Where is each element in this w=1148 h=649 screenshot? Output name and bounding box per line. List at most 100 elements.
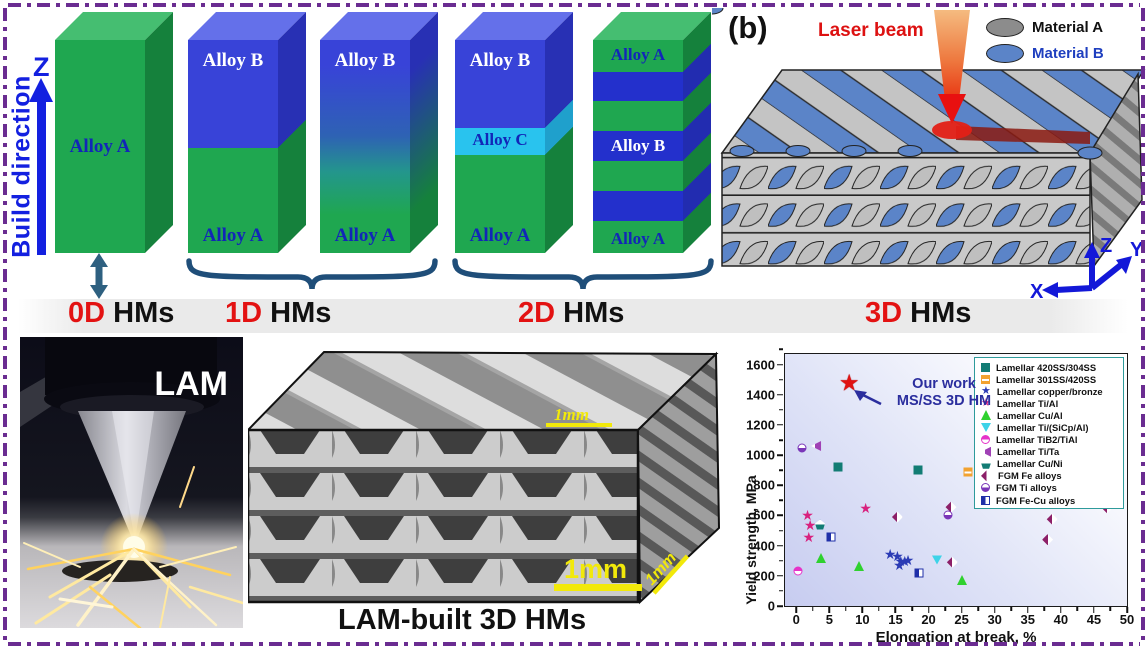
y-minor-tick xyxy=(779,590,783,592)
alloy-b-label: Alloy B xyxy=(610,136,666,155)
brace-1d-icon xyxy=(186,258,438,290)
y-minor-tick xyxy=(779,409,783,411)
lam-label: LAM xyxy=(154,365,228,403)
dim-label-1d: 1D HMs xyxy=(225,297,331,330)
dimension-band xyxy=(18,299,1128,333)
segment-alloy-b: Alloy B xyxy=(188,40,278,148)
x-minor-tick xyxy=(944,607,946,611)
segment-alloy-b: Alloy B xyxy=(455,40,545,128)
box-2d-multilayer-front-face: Alloy A Alloy B Alloy A xyxy=(593,40,683,253)
segment-alloy-a: Alloy A xyxy=(188,148,278,253)
dim-2d-text: HMs xyxy=(555,297,625,329)
x-tick xyxy=(927,607,930,613)
legend-item: Lamellar Ti/(SiCp/Al) xyxy=(981,421,1119,433)
data-point: ★ xyxy=(859,499,872,516)
x-tick xyxy=(1027,607,1029,613)
box-2d-trilayer-front-face: Alloy B Alloy C Alloy A xyxy=(455,40,545,253)
x-axis-title: Elongation at break, % xyxy=(875,629,1037,646)
y-minor-tick xyxy=(779,348,783,351)
segment-alloy-c: Alloy C xyxy=(455,128,545,155)
x-minor-tick xyxy=(911,607,913,611)
data-point xyxy=(945,501,957,513)
box-1d-gradient: Alloy B Alloy A xyxy=(320,12,438,253)
box-0d: Alloy A xyxy=(55,12,173,253)
data-point xyxy=(816,552,827,563)
alloy-a-label: Alloy A xyxy=(334,225,396,246)
data-point xyxy=(793,566,803,576)
y-tick-label: 0 xyxy=(767,598,775,614)
legend-item: Lamellar 301SS/420SS xyxy=(981,373,1119,385)
dim-0d-num: 0D xyxy=(68,297,106,329)
box-1d-gradient-front-face: Alloy B Alloy A xyxy=(320,40,410,253)
legend-marker-icon xyxy=(981,483,990,493)
x-tick-label: 15 xyxy=(888,612,903,627)
alloy-a-label: Alloy A xyxy=(610,45,666,64)
dim-3d-text: HMs xyxy=(902,297,972,329)
legend-item: Lamellar Cu/Al xyxy=(981,409,1119,421)
panel-b-block-drawing xyxy=(712,8,1146,269)
x-tick-label: 20 xyxy=(921,612,936,627)
y-tick-label: 200 xyxy=(753,568,775,584)
data-point xyxy=(854,561,865,571)
legend-item: FGM Fe alloys xyxy=(981,470,1119,482)
microstructure-image: 1mm 1mm 1mm xyxy=(248,350,721,605)
x-minor-tick xyxy=(845,607,847,611)
x-tick xyxy=(1126,607,1128,613)
segment-alloy-a: Alloy A xyxy=(455,155,545,253)
x-tick-label: 5 xyxy=(825,612,833,627)
box-1d-gradient-side-face xyxy=(410,12,438,253)
legend-label: FGM Ti alloys xyxy=(996,482,1057,494)
data-point xyxy=(946,556,958,568)
y-minor-tick xyxy=(779,469,783,471)
material-a-ellipse-icon xyxy=(986,18,1024,37)
box-1d-sharp-side-face xyxy=(278,12,306,253)
y-tick xyxy=(777,605,783,607)
dim-3d-num: 3D xyxy=(865,297,903,329)
legend-marker-icon xyxy=(981,374,990,384)
legend-item: ★ Lamellar Ti/Al xyxy=(981,397,1119,409)
alloy-a-label: Alloy A xyxy=(610,229,666,248)
scale-bar-front-label: 1mm xyxy=(564,554,627,584)
legend-item: ★ Lamellar copper/bronze xyxy=(981,385,1119,397)
box-2d-multilayer: Alloy A Alloy B Alloy A xyxy=(593,12,711,253)
x-minor-tick xyxy=(1109,607,1112,611)
x-tick xyxy=(795,607,797,613)
data-point: ★ xyxy=(901,551,915,568)
y-tick-label: 1600 xyxy=(746,357,775,373)
x-tick xyxy=(1060,607,1062,613)
scale-bar-top-label: 1mm xyxy=(554,405,589,424)
data-point: ★ xyxy=(898,553,911,570)
y-tick xyxy=(777,424,783,426)
build-direction-arrow-icon xyxy=(29,78,53,102)
legend-item: Lamellar TiB2/TiAl xyxy=(981,434,1119,446)
x-minor-tick xyxy=(1043,607,1046,611)
material-a-label: Material A xyxy=(1032,19,1104,36)
chart-legend: Lamellar 420SS/304SS Lamellar 301SS/420SS… xyxy=(974,357,1124,510)
y-minor-tick xyxy=(779,529,783,532)
x-minor-tick xyxy=(1076,607,1079,611)
x-tick xyxy=(828,607,831,613)
x-tick-label: 25 xyxy=(954,612,969,627)
legend-marker-icon xyxy=(981,495,990,505)
box-2d-trilayer-side-face xyxy=(545,12,573,253)
alloy-a-label: Alloy A xyxy=(69,136,131,157)
legend-marker-icon xyxy=(981,410,991,421)
alloy-b-label: Alloy B xyxy=(202,50,264,71)
data-point xyxy=(913,465,923,475)
legend-item: Lamellar Ti/Ta xyxy=(981,446,1119,458)
y-tick xyxy=(777,484,783,487)
legend-item: Lamellar Cu/Ni xyxy=(981,458,1119,470)
legend-marker-icon: ★ xyxy=(981,396,991,409)
legend-label: Lamellar Ti/(SiCp/Al) xyxy=(997,422,1089,434)
x-tick-label: 45 xyxy=(1086,612,1102,627)
alloy-b-label: Alloy B xyxy=(469,50,531,71)
legend-material-b: Material B xyxy=(986,44,1104,63)
y-tick-label: 800 xyxy=(753,477,775,493)
y-tick-label: 600 xyxy=(753,507,775,523)
dim-0d-text: HMs xyxy=(105,297,175,329)
legend-label: Lamellar copper/bronze xyxy=(996,385,1103,397)
legend-label: Lamellar Cu/Ni xyxy=(997,458,1063,470)
chart-plot-area: Lamellar 420SS/304SS Lamellar 301SS/420SS… xyxy=(746,348,1134,627)
x-tick-label: 40 xyxy=(1053,612,1069,627)
